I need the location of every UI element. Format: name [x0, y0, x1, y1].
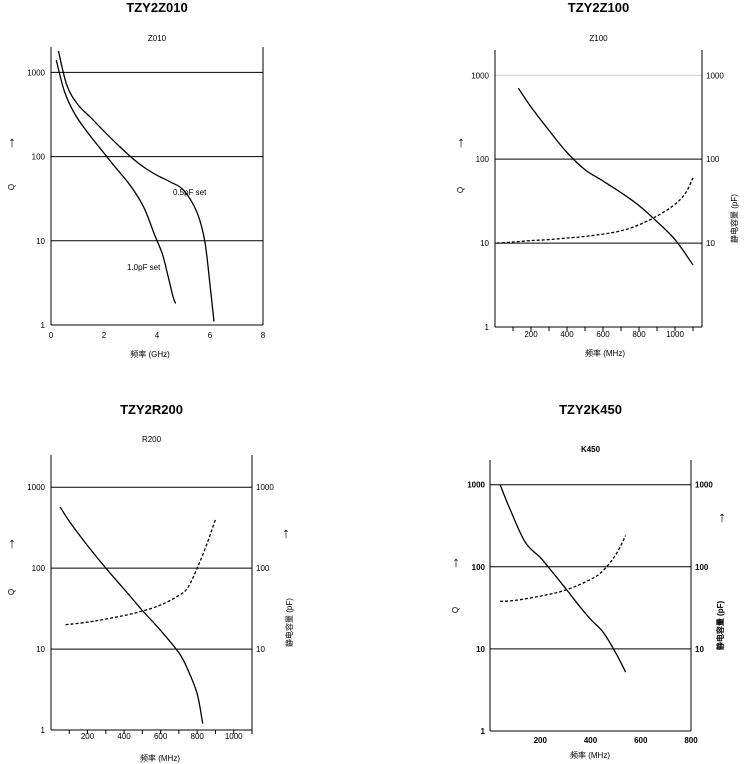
y2-tick-label: 10	[256, 645, 265, 654]
chart-title: TZY2R200	[120, 402, 183, 417]
x-tick-label: 0	[49, 331, 54, 340]
x-tick-label: 800	[684, 736, 698, 745]
y-tick-label: 10	[36, 645, 45, 654]
x-tick-label: 800	[632, 330, 646, 339]
series-line-q-0	[499, 484, 627, 673]
annotation-05pf: 0.5pF set	[173, 188, 207, 197]
y2-axis-label: 静电容量 (pF)	[284, 598, 294, 647]
series-line-q-0	[59, 506, 204, 724]
x-tick-label: 600	[154, 732, 168, 741]
y-tick-label: 100	[472, 563, 486, 572]
x-axis-label: 频率 (MHz)	[140, 753, 180, 763]
x-tick-label: 400	[117, 732, 131, 741]
series-line-capacitance-1	[500, 535, 627, 602]
chart-subtitle: Z010	[148, 34, 167, 43]
series-line-capacitance-1	[65, 519, 217, 626]
y2-tick-label: 10	[695, 645, 704, 654]
y-tick-label: 10	[480, 239, 489, 248]
y-tick-label: 1000	[467, 481, 485, 490]
y-axis-label: Q	[451, 607, 460, 613]
series-line-capacitance-1	[496, 177, 694, 244]
x-tick-label: 1000	[666, 330, 684, 339]
x-tick-label: 200	[81, 732, 95, 741]
series-line-q-0	[517, 87, 694, 266]
y-tick-label: 1000	[27, 483, 45, 492]
y-axis-arrow-icon: ↑	[8, 134, 16, 151]
y-tick-label: 1	[41, 726, 46, 735]
x-tick-label: 600	[596, 330, 610, 339]
y-axis-label: Q	[7, 184, 16, 190]
chart-title: TZY2Z100	[568, 0, 629, 15]
x-tick-label: 4	[155, 331, 160, 340]
y2-tick-label: 10	[706, 239, 715, 248]
x-tick-label: 400	[584, 736, 598, 745]
y2-tick-label: 1000	[706, 71, 724, 80]
x-tick-label: 800	[191, 732, 205, 741]
x-tick-label: 1000	[225, 732, 243, 741]
y2-axis-label: 静电容量 (pF)	[729, 194, 739, 243]
x-axis-label: 频率 (MHz)	[570, 750, 610, 760]
y2-tick-label: 100	[706, 155, 720, 164]
annotation-10pf: 1.0pF set	[127, 263, 161, 272]
y-tick-label: 100	[32, 564, 46, 573]
y-axis-label: Q	[7, 589, 16, 595]
y-tick-label: 10	[36, 237, 45, 246]
y-tick-label: 1	[485, 323, 490, 332]
chart-subtitle: R200	[142, 435, 162, 444]
y2-tick-label: 1000	[256, 483, 274, 492]
y2-axis-arrow-icon: ↑	[718, 509, 726, 526]
y-tick-label: 1	[481, 727, 486, 736]
x-tick-label: 200	[524, 330, 538, 339]
y-tick-label: 10	[476, 645, 485, 654]
chart-tzy2z010: TZY2Z010 Z010 0 2 4 6 8 1 10 100 1000 频率 (GHz) ↑ Q 0.5…	[7, 0, 266, 359]
y2-tick-label: 100	[695, 563, 709, 572]
chart-title: TZY2Z010	[126, 0, 187, 15]
chart-tzy2z100: TZY2Z100 Z100 200 400 600 800 1000 1 10 100 1000 10…	[456, 0, 739, 358]
y-axis-arrow-icon: ↑	[452, 554, 460, 571]
y2-axis-arrow-icon: ↑	[282, 525, 290, 542]
x-tick-label: 400	[560, 330, 574, 339]
y-axis-arrow-icon: ↑	[8, 535, 16, 552]
x-tick-label: 6	[208, 331, 213, 340]
series-line-q-0	[57, 50, 215, 322]
x-tick-label: 2	[102, 331, 107, 340]
chart-subtitle: K450	[581, 445, 601, 454]
x-tick-label: 600	[634, 736, 648, 745]
y2-tick-label: 1000	[695, 481, 713, 490]
y2-tick-label: 100	[256, 564, 270, 573]
y2-axis-label: 静电容量 (pF)	[715, 601, 725, 651]
x-tick-label: 8	[261, 331, 266, 340]
y-axis-label: Q	[456, 187, 465, 193]
y-tick-label: 100	[32, 153, 46, 162]
series-line-q-1	[55, 59, 177, 304]
y-tick-label: 1	[41, 321, 46, 330]
chart-tzy2r200: TZY2R200 R200 200 400 600 800 1000 1 10 100 1000 10…	[7, 402, 294, 763]
chart-title: TZY2K450	[559, 402, 622, 417]
y-tick-label: 1000	[471, 71, 489, 80]
y-tick-label: 100	[476, 155, 490, 164]
x-tick-label: 200	[534, 736, 548, 745]
y-tick-label: 1000	[27, 68, 45, 77]
x-axis-label: 频率 (GHz)	[130, 349, 170, 359]
chart-tzy2k450: TZY2K450 K450 200 400 600 800 1 10 100 1000 10 100 1…	[451, 402, 726, 760]
x-axis-label: 频率 (MHz)	[585, 348, 625, 358]
chart-subtitle: Z100	[589, 34, 608, 43]
y-axis-arrow-icon: ↑	[457, 134, 465, 151]
